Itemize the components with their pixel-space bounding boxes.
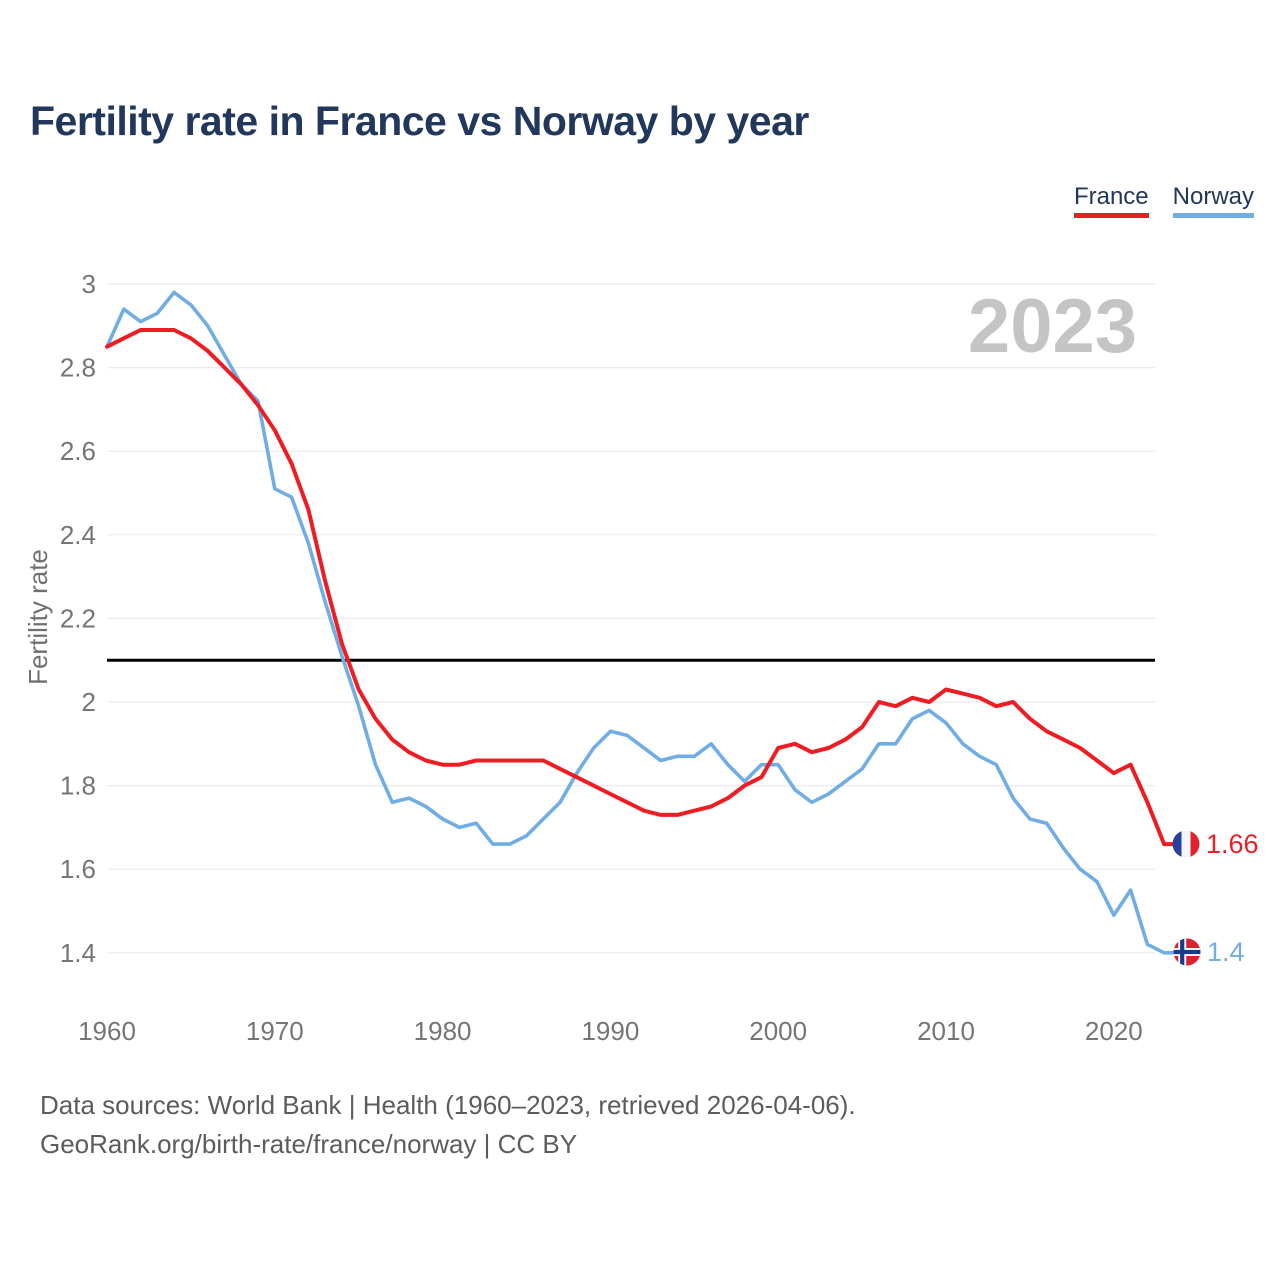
x-tick-label: 1990: [581, 1016, 639, 1046]
y-tick-label: 1.8: [60, 771, 96, 801]
x-tick-label: 1980: [414, 1016, 472, 1046]
x-tick-label: 1960: [78, 1016, 136, 1046]
y-tick-label: 1.4: [60, 938, 96, 968]
legend-item-france[interactable]: France: [1073, 183, 1149, 219]
y-tick-label: 1.6: [60, 854, 96, 884]
x-tick-label: 1970: [246, 1016, 304, 1046]
y-tick-label: 2.6: [60, 436, 96, 466]
x-tick-label: 2020: [1085, 1016, 1143, 1046]
norway-flag-icon: [1173, 938, 1201, 966]
watermark-year: 2023: [968, 284, 1137, 369]
y-tick-labels: 3 2.8 2.6 2.4 2.2 2 1.8 1.6 1.4: [60, 269, 96, 968]
x-tick-label: 2010: [917, 1016, 975, 1046]
france-line: [105, 328, 1175, 847]
y-axis-title: Fertility rate: [23, 549, 53, 685]
x-tick-label: 2000: [749, 1016, 807, 1046]
legend-item-norway[interactable]: Norway: [1172, 183, 1254, 219]
y-tick-label: 2.8: [60, 353, 96, 383]
y-tick-label: 2: [82, 687, 96, 717]
x-tick-labels: 1960 1970 1980 1990 2000 2010 2020: [78, 1016, 1143, 1046]
norway-line: [105, 290, 1175, 955]
data-sources-text: Data sources: World Bank | Health (1960–…: [40, 1090, 856, 1120]
norway-end-value: 1.4: [1207, 937, 1245, 967]
france-flag-icon: [1172, 830, 1200, 858]
gridlines: [107, 283, 1155, 954]
y-tick-label: 2.2: [60, 603, 96, 633]
attribution-text: GeoRank.org/birth-rate/france/norway | C…: [40, 1129, 578, 1159]
page-title: Fertility rate in France vs Norway by ye…: [30, 98, 809, 144]
france-end-value: 1.66: [1206, 829, 1259, 859]
legend-label-france: France: [1073, 183, 1149, 210]
footer: Data sources: World Bank | Health (1960–…: [40, 1086, 856, 1164]
y-tick-label: 3: [82, 269, 96, 299]
legend-label-norway: Norway: [1172, 183, 1254, 210]
legend: France Norway: [1073, 183, 1254, 219]
y-tick-label: 2.4: [60, 520, 96, 550]
